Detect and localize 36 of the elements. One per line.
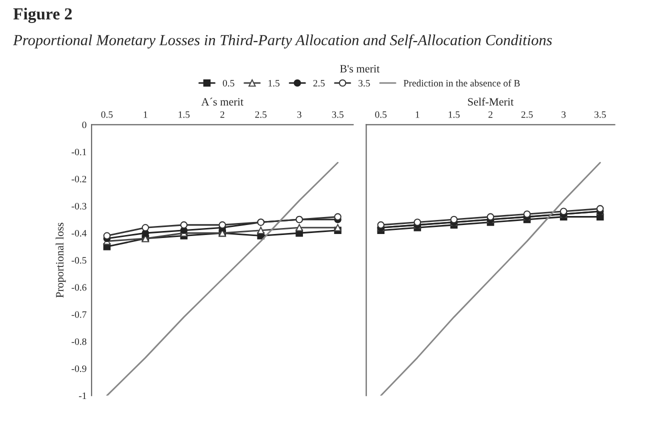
x-tick-label: 2.5 xyxy=(255,111,267,118)
x-axis-title: Self-Merit xyxy=(468,98,514,106)
legend-title: B's merit xyxy=(340,65,380,72)
legend-label: 0.5 xyxy=(222,80,234,87)
x-tick-label: 3.5 xyxy=(594,111,606,118)
legend-label: 3.5 xyxy=(358,80,370,87)
y-axis-title: Proportional loss xyxy=(56,222,66,298)
chart-title: Figure 2 xyxy=(13,8,72,24)
x-tick-label: 3 xyxy=(562,111,566,118)
x-axis-title: A´s merit xyxy=(201,98,244,106)
x-tick-label: 1.5 xyxy=(448,111,460,118)
y-tick-label: -0.4 xyxy=(72,230,87,237)
x-tick-label: 1.5 xyxy=(178,111,190,118)
y-tick-label: -0.3 xyxy=(72,202,86,210)
x-tick-label: 1 xyxy=(144,111,148,118)
y-tick-label: -0.8 xyxy=(72,338,86,345)
legend-label: Prediction in the absence of B xyxy=(404,80,520,86)
y-tick-label: -0.6 xyxy=(72,284,86,291)
legend-label: 2.5 xyxy=(313,80,325,87)
x-tick-label: 2.5 xyxy=(521,111,533,118)
y-tick-label: -0.5 xyxy=(72,257,86,264)
y-tick-label: -0.2 xyxy=(72,176,86,182)
y-tick-label: -0.9 xyxy=(72,365,86,372)
x-tick-label: 2 xyxy=(488,111,492,118)
x-tick-label: 1 xyxy=(416,111,420,118)
legend-label: 1.5 xyxy=(268,80,280,87)
x-tick-label: 3 xyxy=(297,111,302,118)
x-tick-label: 0.5 xyxy=(101,111,113,118)
y-tick-label: 0 xyxy=(82,122,86,128)
y-tick-label: -0.1 xyxy=(72,148,86,156)
x-tick-label: 2 xyxy=(220,111,224,118)
chart-subtitle: Proportional Monetary Losses in Third-Party Allocation and Self-Allocation Conditions xyxy=(13,34,552,48)
x-tick-label: 3.5 xyxy=(332,111,344,118)
x-tick-label: 0.5 xyxy=(375,111,387,118)
y-tick-label: -0.7 xyxy=(72,311,86,318)
y-tick-label: -1 xyxy=(78,392,86,399)
